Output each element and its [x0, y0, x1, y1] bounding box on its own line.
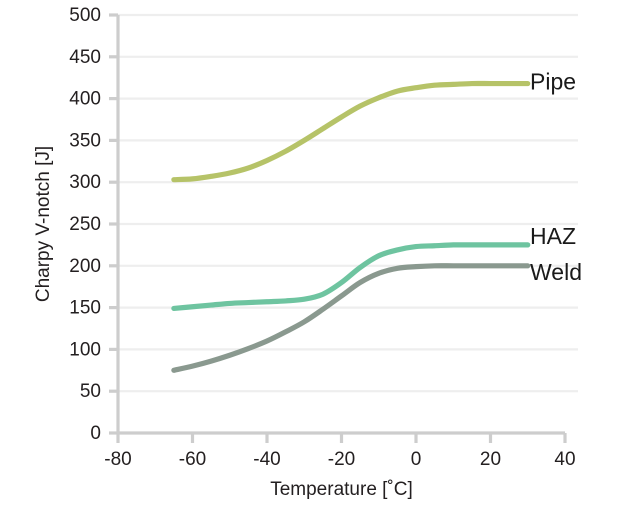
gridlines-group [118, 13, 578, 393]
y-tick-label: 0 [90, 423, 101, 444]
y-tick-label: 450 [69, 47, 101, 68]
y-tick-label: 300 [69, 172, 101, 193]
x-tick-label: -60 [179, 449, 206, 470]
series-label-weld: Weld [530, 259, 582, 285]
x-tick-label: 20 [480, 449, 501, 470]
y-axis-ticks-group: 0 50 100 150 200 250 300 350 400 450 500 [69, 5, 118, 444]
x-axis-title: Temperature [˚C] [270, 479, 413, 500]
y-tick-label: 200 [69, 256, 101, 277]
y-tick-label: 250 [69, 214, 101, 235]
y-tick-label: 400 [69, 89, 101, 110]
y-axis-title: Charpy V-notch [J] [33, 146, 54, 302]
y-tick-label: 500 [69, 5, 101, 26]
y-tick-label: 100 [69, 339, 101, 360]
x-tick-label: -20 [328, 449, 355, 470]
x-tick-label: 40 [554, 449, 575, 470]
y-tick-label: 150 [69, 298, 101, 319]
x-axis-ticks-group: -80 -60 -40 -20 0 20 40 [104, 433, 576, 470]
series-labels-group: Pipe HAZ Weld [530, 69, 582, 285]
series-line-pipe [171, 80, 531, 183]
y-tick-label: 350 [69, 130, 101, 151]
series-label-haz: HAZ [530, 223, 576, 249]
series-curves-group [171, 80, 531, 373]
series-label-pipe: Pipe [530, 69, 576, 95]
x-tick-label: -80 [104, 449, 131, 470]
y-tick-label: 50 [80, 381, 101, 402]
series-line-weld [171, 263, 531, 373]
x-tick-label: 0 [411, 449, 422, 470]
x-tick-label: -40 [253, 449, 280, 470]
series-line-haz [171, 242, 531, 312]
